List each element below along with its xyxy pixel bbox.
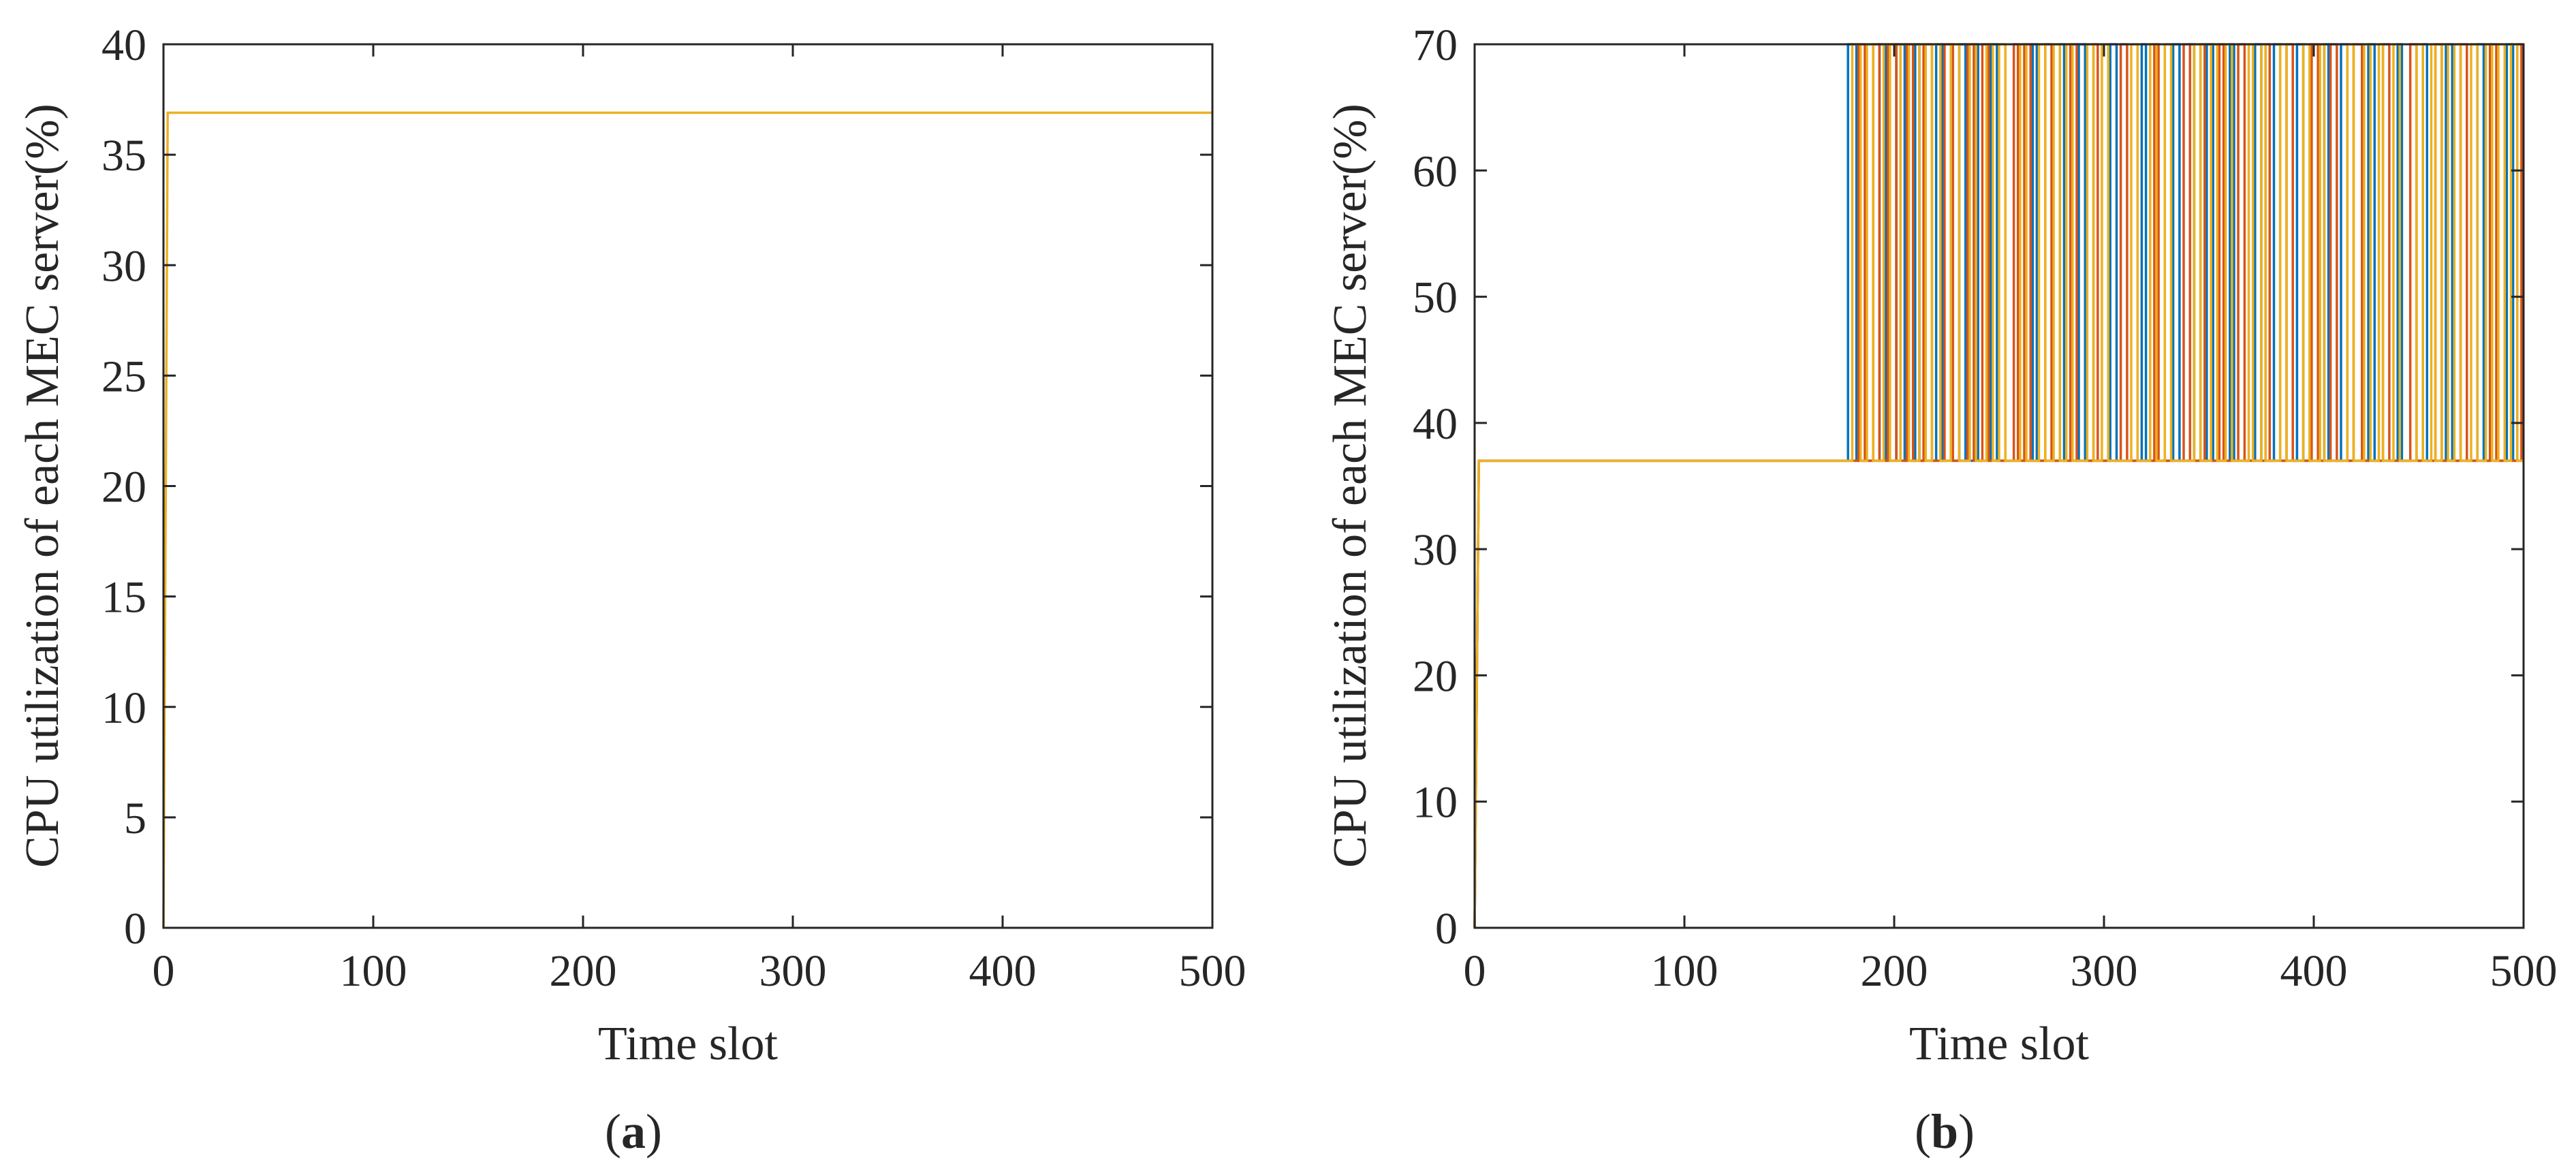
chart-a-y-tick-label: 5 [124,794,146,843]
chart-b-y-tick-label: 60 [1413,146,1458,196]
chart-a-x-tick-label: 300 [759,946,827,996]
chart-b-y-tick-label: 50 [1413,273,1458,323]
chart-a-series [162,111,1212,928]
chart-b-x-tick-label: 500 [2490,946,2558,996]
chart-a-y-tick-label: 40 [101,20,146,70]
chart-b-ticks: 0 100 200 300 400 500 0 10 20 30 40 50 60 70 [1413,20,2558,996]
chart-a-y-tick-label: 15 [101,573,146,623]
chart-a-ticks: 0 100 200 300 400 500 0 5 10 15 20 25 30 35 40 [101,20,1246,996]
chart-a-y-tick-label: 35 [101,131,146,181]
chart-a-series-line-1 [162,111,1212,928]
chart-b-y-axis-label: CPU utilization of each MEC server(%) [1324,104,1377,868]
chart-b-x-tick-label: 200 [1861,946,1928,996]
chart-b-series-line-1 [1473,43,2524,928]
chart-b-x-tick-label: 100 [1651,946,1718,996]
chart-b-panel-label-close: ) [1958,1104,1975,1159]
chart-b-x-tick-label: 0 [1464,946,1486,996]
chart-b-plot-frame [1473,43,2525,929]
chart-b-series-line-3 [1473,43,2524,928]
chart-a-x-axis-label: Time slot [598,1018,778,1070]
chart-a-y-tick-label: 20 [101,463,146,512]
chart-a-panel-label: (a) [605,1104,662,1159]
chart-a-plot-frame [162,43,1214,929]
chart-b-y-tick-label: 10 [1413,778,1458,828]
chart-a-x-tick-label: 0 [153,946,175,996]
chart-a-y-axis-label: CPU utilization of each MEC server(%) [16,104,69,868]
chart-a-y-tick-label: 25 [101,352,146,401]
chart-b-y-tick-label: 0 [1435,904,1458,954]
chart-a-y-tick-label: 10 [101,683,146,733]
chart-a-panel-label-close: ) [646,1104,662,1159]
chart-b-panel-label-letter: b [1931,1104,1958,1159]
chart-a-x-tick-label: 400 [969,946,1037,996]
chart-b-y-tick-label: 40 [1413,399,1458,449]
chart-a-x-tick-label: 100 [340,946,407,996]
chart-a-panel-label-open: ( [605,1104,621,1159]
chart-b-x-tick-label: 400 [2280,946,2348,996]
chart-b-x-axis-label: Time slot [1909,1018,2089,1070]
chart-panel-a: 0 100 200 300 400 500 0 5 10 15 20 25 30 35 40 Time sl… [16,20,1246,1159]
chart-a-x-tick-label: 500 [1179,946,1246,996]
chart-b-y-tick-label: 70 [1413,20,1458,70]
chart-b-panel-label: (b) [1915,1104,1975,1159]
chart-b-panel-label-open: ( [1915,1104,1931,1159]
chart-panel-b: 0 100 200 300 400 500 0 10 20 30 40 50 60 70 Time slo… [1324,20,2558,1159]
chart-b-series [1473,43,2524,928]
chart-b-y-tick-label: 30 [1413,525,1458,575]
chart-b-x-tick-label: 300 [2071,946,2138,996]
chart-a-y-tick-label: 0 [124,904,146,954]
chart-b-y-tick-label: 20 [1413,651,1458,701]
chart-a-y-tick-label: 30 [101,241,146,291]
chart-a-panel-label-letter: a [621,1104,646,1159]
chart-a-x-tick-label: 200 [550,946,617,996]
